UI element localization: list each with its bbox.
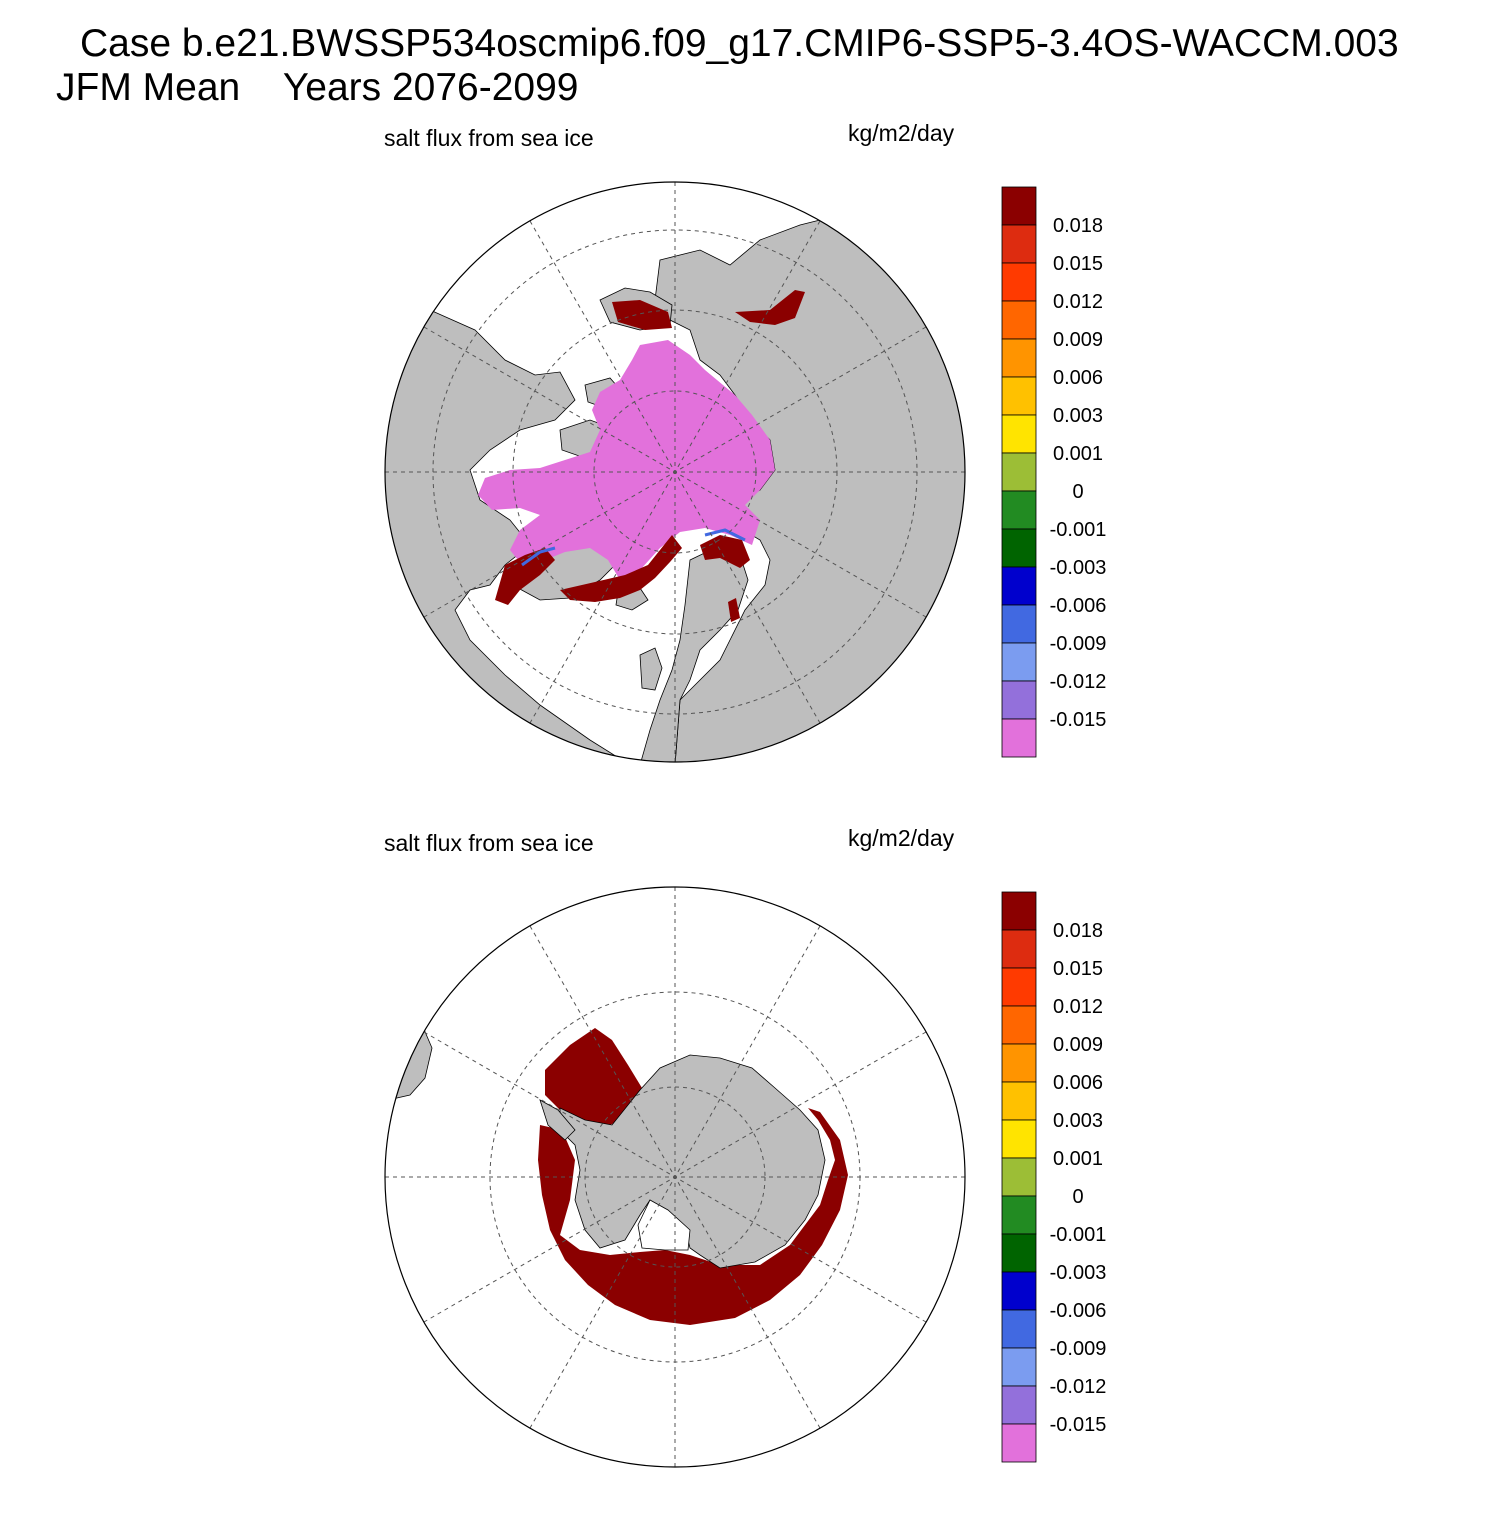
colorbar-label: -0.012: [1050, 1376, 1107, 1398]
colorbar-swatch: [1001, 338, 1037, 378]
north-map-salt-flux: [478, 290, 805, 622]
colorbar-label: 0.015: [1053, 958, 1103, 980]
south-map-salt-flux: [538, 1028, 848, 1325]
colorbar-swatch: [1001, 967, 1037, 1007]
colorbar-swatch: [1001, 1081, 1037, 1121]
colorbar-swatch: [1001, 1347, 1037, 1387]
colorbar-swatch: [1001, 642, 1037, 682]
colorbar-label: 0.001: [1053, 1148, 1103, 1170]
colorbar-label: 0.003: [1053, 405, 1103, 427]
colorbar-label: -0.003: [1050, 1262, 1107, 1284]
colorbar-swatch: [1001, 1043, 1037, 1083]
colorbar-swatch: [1001, 224, 1037, 264]
colorbar-swatch: [1001, 1385, 1037, 1425]
colorbar-label: 0: [1072, 481, 1083, 503]
colorbar-swatch: [1001, 718, 1037, 758]
colorbar-swatch: [1001, 300, 1037, 340]
colorbar-label: -0.015: [1050, 1414, 1107, 1436]
colorbar-swatch: [1001, 186, 1037, 226]
north-colorbar: 0.018 0.015 0.012 0.009 0.006 0.003 0.001 0 -0.0…: [1001, 186, 1107, 758]
south-panel-title: salt flux from sea ice: [384, 830, 594, 856]
colorbar-swatch: [1001, 1309, 1037, 1349]
colorbar-swatch: [1001, 680, 1037, 720]
colorbar-swatch: [1001, 414, 1037, 454]
colorbar-swatch: [1001, 929, 1037, 969]
colorbar-label: -0.009: [1050, 1338, 1107, 1360]
colorbar-label: -0.009: [1050, 633, 1107, 655]
colorbar-swatch: [1001, 1157, 1037, 1197]
south-map-graticule: [385, 887, 965, 1467]
colorbar-label: 0.006: [1053, 367, 1103, 389]
colorbar-swatch: [1001, 1271, 1037, 1311]
north-map-graticule: [385, 182, 965, 762]
colorbar-swatch: [1001, 604, 1037, 644]
colorbar-label: 0.009: [1053, 329, 1103, 351]
colorbar-label: -0.001: [1050, 1224, 1107, 1246]
south-map-border: [384, 886, 966, 1468]
north-map-border: [384, 181, 966, 763]
colorbar-label: 0.018: [1053, 920, 1103, 942]
colorbar-label: -0.006: [1050, 595, 1107, 617]
period-title: JFM Mean Years 2076-2099: [56, 66, 579, 109]
south-polar-map: 0.018 0.015 0.012 0.009 0.006 0.003 0.001 0 -0.0…: [384, 886, 1107, 1468]
colorbar-label: 0.015: [1053, 253, 1103, 275]
south-colorbar: 0.018 0.015 0.012 0.009 0.006 0.003 0.001 0 -0.0…: [1001, 891, 1107, 1463]
colorbar-label: -0.003: [1050, 557, 1107, 579]
colorbar-label: 0.009: [1053, 1034, 1103, 1056]
colorbar-swatch: [1001, 528, 1037, 568]
case-title: Case b.e21.BWSSP534oscmip6.f09_g17.CMIP6…: [80, 22, 1399, 65]
colorbar-label: -0.015: [1050, 709, 1107, 731]
colorbar-label: 0.012: [1053, 996, 1103, 1018]
colorbar-label: 0.001: [1053, 443, 1103, 465]
colorbar-swatch: [1001, 490, 1037, 530]
colorbar-swatch: [1001, 1005, 1037, 1045]
colorbar-swatch: [1001, 1423, 1037, 1463]
colorbar-label: 0.006: [1053, 1072, 1103, 1094]
north-panel-title: salt flux from sea ice: [384, 125, 594, 151]
colorbar-swatch: [1001, 566, 1037, 606]
colorbar-label: 0.003: [1053, 1110, 1103, 1132]
colorbar-label: -0.001: [1050, 519, 1107, 541]
north-polar-map: 0.018 0.015 0.012 0.009 0.006 0.003 0.001 0 -0.0…: [384, 181, 1107, 763]
colorbar-label: -0.006: [1050, 1300, 1107, 1322]
colorbar-swatch: [1001, 262, 1037, 302]
colorbar-label: -0.012: [1050, 671, 1107, 693]
colorbar-swatch: [1001, 452, 1037, 492]
colorbar-label: 0.018: [1053, 215, 1103, 237]
north-panel-units: kg/m2/day: [848, 120, 955, 146]
colorbar-swatch: [1001, 1195, 1037, 1235]
colorbar-swatch: [1001, 376, 1037, 416]
colorbar-swatch: [1001, 891, 1037, 931]
colorbar-label: 0.012: [1053, 291, 1103, 313]
south-panel-units: kg/m2/day: [848, 825, 955, 851]
colorbar-label: 0: [1072, 1186, 1083, 1208]
colorbar-swatch: [1001, 1119, 1037, 1159]
colorbar-swatch: [1001, 1233, 1037, 1273]
